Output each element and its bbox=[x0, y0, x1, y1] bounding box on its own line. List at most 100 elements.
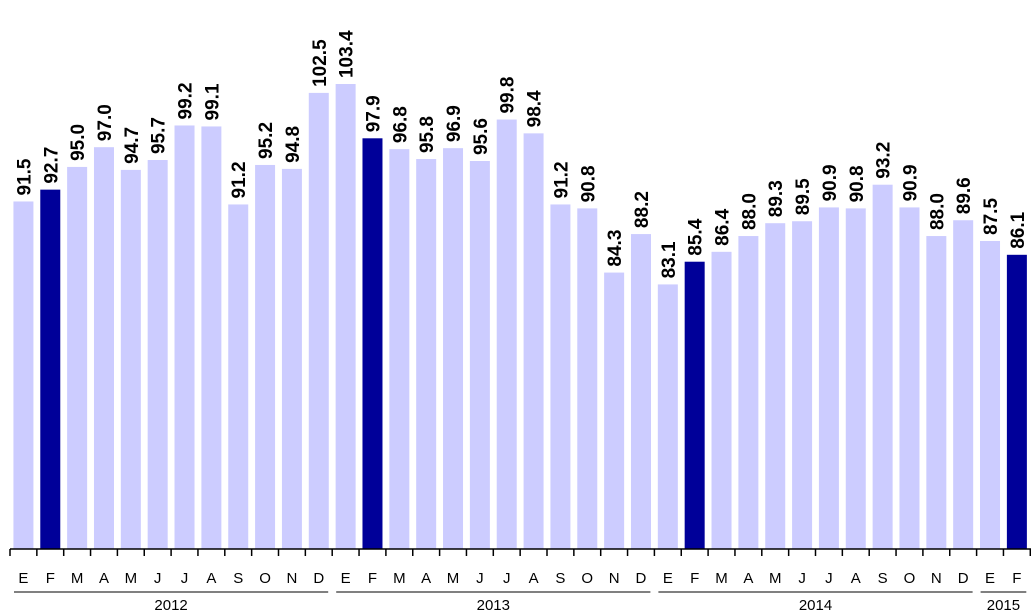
bar-value-label: 96.9 bbox=[444, 105, 465, 142]
bar bbox=[711, 251, 732, 549]
bar-value-label: 85.4 bbox=[686, 218, 707, 255]
month-tick-label: F bbox=[690, 570, 699, 587]
bars-group bbox=[13, 84, 1027, 550]
month-tick-label: D bbox=[313, 570, 324, 587]
month-tick-label: D bbox=[636, 570, 647, 587]
bar-value-label: 91.5 bbox=[14, 158, 35, 195]
bar bbox=[13, 201, 34, 550]
month-tick-label: O bbox=[259, 570, 271, 587]
month-tick-label: M bbox=[393, 570, 406, 587]
month-tick-label: O bbox=[581, 570, 593, 587]
month-tick-label: M bbox=[769, 570, 782, 587]
bar bbox=[147, 160, 168, 549]
bar bbox=[67, 166, 88, 549]
bar-value-label: 94.8 bbox=[283, 126, 304, 163]
bar-value-label: 88.2 bbox=[632, 191, 653, 228]
month-tick-label: A bbox=[743, 570, 753, 587]
bar bbox=[899, 207, 920, 549]
month-tick-label: F bbox=[1012, 570, 1021, 587]
month-tick-label: J bbox=[476, 570, 484, 587]
bar-value-label: 89.6 bbox=[954, 177, 975, 214]
month-tick-label: A bbox=[529, 570, 539, 587]
bar bbox=[40, 189, 61, 549]
bar bbox=[362, 138, 383, 550]
bar-value-label: 94.7 bbox=[122, 127, 143, 164]
bar bbox=[980, 240, 1001, 549]
bar bbox=[255, 164, 276, 549]
bar-value-label: 90.8 bbox=[578, 165, 599, 202]
month-tick-label: A bbox=[421, 570, 431, 587]
bar-value-label: 98.4 bbox=[525, 90, 546, 127]
bar bbox=[201, 126, 222, 549]
bar bbox=[174, 125, 195, 550]
bar bbox=[281, 168, 302, 549]
month-tick-label: M bbox=[715, 570, 728, 587]
month-tick-label: J bbox=[825, 570, 833, 587]
bar-value-label: 91.2 bbox=[551, 161, 572, 198]
bar-value-label: 95.2 bbox=[256, 122, 277, 159]
bar bbox=[872, 184, 893, 549]
bar-value-label: 87.5 bbox=[981, 198, 1002, 235]
bar-value-label: 84.3 bbox=[605, 230, 626, 267]
value-labels-group: 91.5 92.7 95.0 97.0 94.7 95.7 99.2 99.1 91.2 95.2… bbox=[14, 30, 1028, 278]
year-groups: 2012 2013 2014 2015 bbox=[14, 591, 1027, 614]
bar-value-label: 99.1 bbox=[202, 83, 223, 120]
bar-value-label: 90.8 bbox=[847, 165, 868, 202]
bar-value-label: 95.8 bbox=[417, 116, 438, 153]
month-tick-label: J bbox=[798, 570, 806, 587]
month-tick-label: J bbox=[181, 570, 189, 587]
bar-value-label: 95.6 bbox=[471, 118, 492, 155]
bar bbox=[630, 234, 651, 549]
bar-value-label: 88.0 bbox=[739, 193, 760, 230]
bar bbox=[657, 284, 678, 549]
month-tick-label: F bbox=[46, 570, 55, 587]
bar bbox=[684, 261, 705, 549]
bar-value-label: 95.7 bbox=[149, 117, 170, 154]
month-tick-label: D bbox=[958, 570, 969, 587]
month-tick-label: F bbox=[368, 570, 377, 587]
bar bbox=[416, 159, 437, 549]
month-tick-label: S bbox=[233, 570, 243, 587]
month-tick-label: E bbox=[341, 570, 351, 587]
bar bbox=[93, 147, 114, 549]
month-tick-label: N bbox=[609, 570, 620, 587]
bar-value-label: 90.9 bbox=[820, 164, 841, 201]
bar bbox=[738, 236, 759, 550]
bar-value-label: 99.2 bbox=[176, 82, 197, 119]
month-tick-label: E bbox=[663, 570, 673, 587]
bar-value-label: 89.5 bbox=[793, 178, 814, 215]
month-tick-label: A bbox=[99, 570, 109, 587]
year-label: 2012 bbox=[154, 597, 187, 614]
bar bbox=[335, 84, 356, 549]
month-tick-label: E bbox=[985, 570, 995, 587]
bar bbox=[120, 169, 141, 549]
bar-value-label: 102.5 bbox=[310, 39, 331, 87]
bar-value-label: 93.2 bbox=[874, 142, 895, 179]
month-tick-label: E bbox=[18, 570, 28, 587]
month-tick-label: N bbox=[287, 570, 298, 587]
month-tick-label: S bbox=[555, 570, 565, 587]
bar bbox=[228, 204, 249, 549]
bar bbox=[953, 220, 974, 550]
bar bbox=[550, 204, 571, 549]
bar-value-label: 97.9 bbox=[363, 95, 384, 132]
month-tick-label: M bbox=[125, 570, 138, 587]
bar bbox=[469, 161, 490, 549]
bar-value-label: 88.0 bbox=[927, 193, 948, 230]
bar-value-label: 86.1 bbox=[1008, 211, 1029, 248]
month-tick-label: N bbox=[931, 570, 942, 587]
month-tick-label: M bbox=[71, 570, 84, 587]
month-tick-label: J bbox=[154, 570, 162, 587]
bar bbox=[308, 92, 329, 549]
bar bbox=[577, 208, 598, 549]
bar bbox=[523, 133, 544, 550]
bar-value-label: 96.8 bbox=[390, 106, 411, 143]
bar-value-label: 97.0 bbox=[95, 104, 116, 141]
month-tick-label: O bbox=[904, 570, 916, 587]
bar bbox=[443, 148, 464, 550]
bar-value-label: 92.7 bbox=[41, 147, 62, 184]
month-tick-label: J bbox=[503, 570, 511, 587]
month-tick-label: M bbox=[447, 570, 460, 587]
